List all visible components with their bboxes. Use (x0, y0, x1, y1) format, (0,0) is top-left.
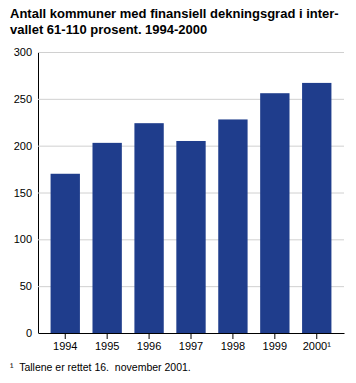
x-tick-label: 1994 (53, 340, 77, 352)
bar (134, 123, 163, 333)
grid-line (38, 52, 344, 53)
y-tick-label: 200 (14, 140, 32, 152)
x-tick-line (149, 333, 150, 339)
y-tick-label: 0 (26, 327, 32, 339)
bar (302, 83, 331, 333)
chart: Antall kommuner med finansiell dekningsg… (0, 0, 356, 383)
x-tick-line (107, 333, 108, 339)
x-tick: 1997 (179, 333, 203, 352)
bar (218, 119, 247, 333)
y-tick-label: 250 (14, 93, 32, 105)
x-tick-line (274, 333, 275, 339)
title-line: Antall kommuner med finansiell dekningsg… (10, 6, 339, 21)
bar (92, 143, 121, 333)
plot: 0501001502002503001994199519961997199819… (14, 46, 345, 352)
x-tick: 1995 (95, 333, 119, 352)
y-axis: 0 50 100 150 200 250 300 (14, 46, 344, 339)
bars (51, 83, 332, 333)
title-line: vallet 61-110 prosent. 1994-2000 (10, 22, 207, 37)
bar (51, 174, 80, 333)
x-tick-label: 1999 (263, 340, 287, 352)
y-tick-label: 50 (20, 280, 32, 292)
x-tick-line (65, 333, 66, 339)
x-tick-label: 1998 (221, 340, 245, 352)
y-tick: 250 (14, 93, 344, 105)
y-tick-label: 150 (14, 187, 32, 199)
title: Antall kommuner med finansiell dekningsg… (10, 6, 339, 37)
bar (176, 141, 205, 333)
x-tick: 1996 (137, 333, 161, 352)
x-tick-label: 1996 (137, 340, 161, 352)
x-tick-label: 1997 (179, 340, 203, 352)
footnote: ¹ Tallene er rettet 16. november 2001. (10, 361, 191, 373)
x-tick-label: 1995 (95, 340, 119, 352)
x-tick-label: 2000¹ (303, 340, 331, 352)
x-tick: 2000¹ (303, 333, 331, 352)
x-tick-line (316, 333, 317, 339)
x-tick: 1994 (53, 333, 77, 352)
x-tick-line (232, 333, 233, 339)
x-tick: 1998 (221, 333, 245, 352)
y-tick-label: 300 (14, 46, 32, 58)
x-tick-line (191, 333, 192, 339)
x-axis: 1994 1995 1996 1997 1998 1999 2000¹ (39, 333, 345, 352)
grid-line (38, 99, 344, 100)
x-tick: 1999 (263, 333, 287, 352)
y-tick-label: 100 (14, 233, 32, 245)
bar (260, 93, 289, 333)
y-tick: 300 (14, 46, 344, 58)
